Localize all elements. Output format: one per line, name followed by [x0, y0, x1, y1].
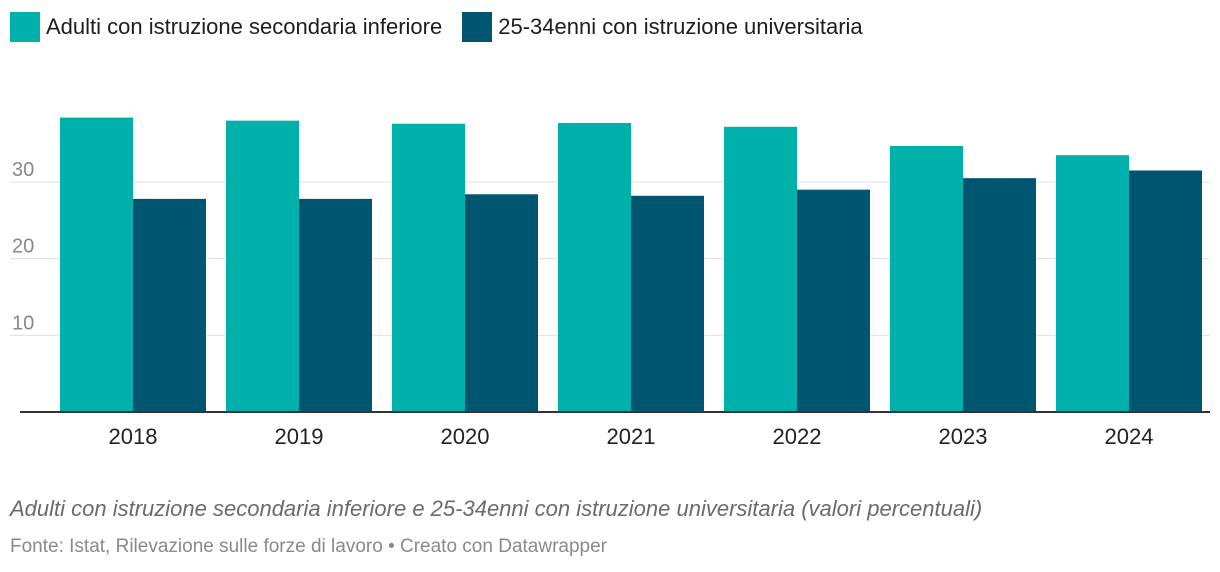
bar-2020-series-2 — [465, 194, 538, 412]
bar-2023-series-2 — [963, 178, 1036, 412]
bar-2021-series-1 — [558, 122, 631, 412]
legend-item-series-1: Adulti con istruzione secondaria inferio… — [10, 12, 442, 42]
legend-label-series-1: Adulti con istruzione secondaria inferio… — [46, 14, 443, 39]
bar-2019-series-2 — [299, 198, 372, 412]
x-tick-label-2022: 2022 — [773, 424, 822, 449]
y-tick-label-30: 30 — [12, 159, 34, 181]
x-tick-label-2019: 2019 — [275, 424, 324, 449]
legend-swatch-series-2 — [462, 12, 493, 42]
bar-2023-series-1 — [890, 145, 963, 412]
y-tick-label-10: 10 — [12, 312, 34, 334]
x-tick-label-2020: 2020 — [441, 424, 490, 449]
bar-2024-series-2 — [1129, 170, 1202, 412]
bar-2020-series-1 — [392, 123, 465, 412]
chart-caption: Adulti con istruzione secondaria inferio… — [10, 496, 983, 521]
x-tick-label-2018: 2018 — [109, 424, 158, 449]
legend-swatch-series-1 — [10, 12, 40, 42]
x-tick-label-2021: 2021 — [607, 424, 656, 449]
bar-chart: 10 20 30 2018 2019 2020 2021 2022 2023 2024 — [10, 117, 1210, 449]
bar-2022-series-1 — [724, 126, 797, 413]
bar-2019-series-1 — [226, 120, 299, 413]
bar-2018-series-2 — [133, 198, 206, 412]
y-tick-label-20: 20 — [12, 236, 34, 258]
x-tick-label-2024: 2024 — [1105, 424, 1154, 449]
bar-2021-series-2 — [631, 195, 704, 412]
legend-item-series-2: 25-34enni con istruzione universitaria — [462, 12, 863, 42]
x-tick-label-2023: 2023 — [939, 424, 988, 449]
chart-source: Fonte: Istat, Rilevazione sulle forze di… — [10, 536, 607, 557]
legend-label-series-2: 25-34enni con istruzione universitaria — [498, 14, 863, 39]
bar-2022-series-2 — [797, 189, 870, 412]
bar-2024-series-1 — [1056, 155, 1129, 412]
legend: Adulti con istruzione secondaria inferio… — [10, 12, 883, 42]
bar-2018-series-1 — [60, 117, 133, 412]
